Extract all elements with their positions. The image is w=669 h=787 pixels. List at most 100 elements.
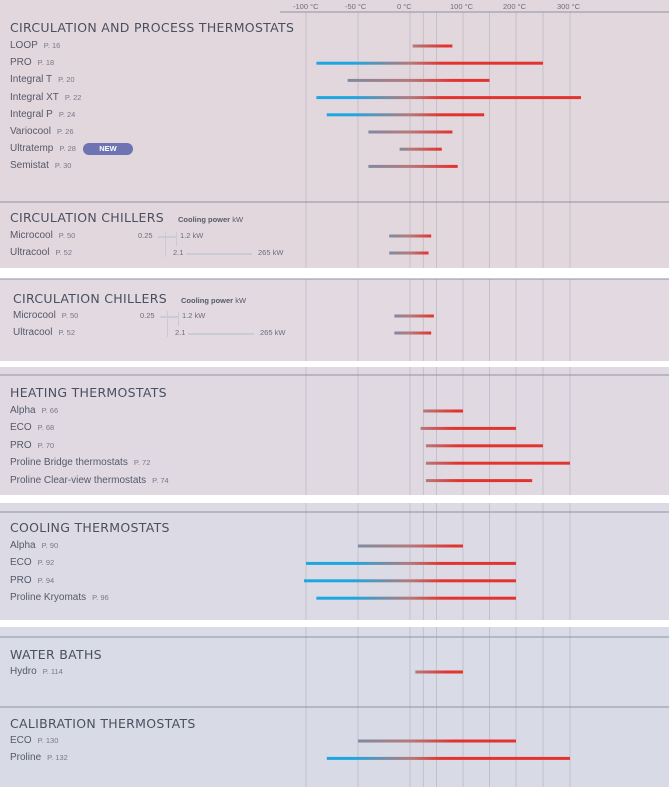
page-reference: P. 94 — [37, 575, 55, 585]
page-reference: P. 50 — [58, 231, 76, 240]
power-min-label: 2.1 — [173, 248, 184, 257]
section-title: WATER BATHS — [10, 647, 102, 662]
cooling-power-text: Cooling power — [178, 215, 231, 224]
power-min-label: 0.25 — [138, 231, 153, 240]
panel-background — [0, 279, 669, 361]
panel-gap — [0, 620, 669, 627]
product-name: Proline Bridge thermostats — [10, 457, 128, 469]
cooling-power-tick — [167, 311, 168, 337]
row-label: Proline Bridge thermostats P. 72 — [10, 457, 150, 468]
page-reference: P. 52 — [58, 328, 76, 337]
range-bar — [368, 130, 453, 134]
product-name: Ultracool — [13, 327, 53, 338]
row-label: Proline P. 132 — [10, 752, 68, 763]
page-reference: P. 96 — [92, 593, 109, 603]
product-name: Alpha — [10, 405, 36, 416]
cooling-power-bar — [188, 333, 254, 335]
page-reference: P. 72 — [133, 458, 151, 468]
panel-gap — [0, 495, 669, 503]
new-badge: NEW — [83, 143, 133, 156]
page-reference: P. 74 — [152, 475, 169, 485]
product-name: Integral T — [10, 74, 53, 86]
product-name: ECO — [10, 422, 32, 434]
page-reference: P. 90 — [41, 541, 59, 550]
row-label: Microcool P. 50 — [10, 230, 75, 241]
range-bar — [347, 78, 490, 82]
row-label: Ultracool P. 52 — [13, 327, 75, 338]
page-reference: P. 52 — [55, 248, 73, 257]
axis-tick-label: 100 °C — [450, 2, 474, 11]
page-reference: P. 24 — [58, 109, 76, 119]
panel-background — [0, 627, 669, 705]
power-max-label: 1.2 kW — [180, 231, 204, 240]
page-reference: P. 20 — [58, 75, 75, 85]
page-reference: P. 18 — [37, 58, 55, 68]
range-bar — [316, 96, 581, 100]
page-reference: P. 50 — [61, 311, 79, 320]
row-label: Semistat P. 30 — [10, 160, 71, 171]
axis-tick-label: 200 °C — [503, 2, 527, 11]
axis-tick-label: -100 °C — [293, 2, 319, 11]
range-bar — [394, 331, 432, 335]
page-reference: P. 66 — [41, 406, 59, 415]
product-name: Variocool — [10, 126, 51, 137]
product-name: Ultracool — [10, 247, 50, 258]
product-name: PRO — [10, 439, 32, 451]
product-name: PRO — [10, 57, 32, 69]
axis-tick-label: 0 °C — [397, 2, 412, 11]
cooling-power-tick — [178, 312, 179, 326]
row-label: Integral P P. 24 — [10, 109, 75, 120]
axis-tick-label: -50 °C — [345, 2, 367, 11]
page-reference: P. 16 — [43, 41, 61, 50]
range-bar — [326, 756, 570, 760]
range-bar — [394, 314, 434, 318]
row-label: ECO P. 92 — [10, 557, 54, 568]
range-bar — [425, 479, 533, 483]
range-bar — [420, 426, 516, 430]
product-name: Ultratemp — [10, 143, 54, 155]
range-bar — [389, 251, 429, 255]
product-name: Alpha — [10, 540, 36, 551]
range-bar — [415, 670, 463, 674]
product-name: LOOP — [10, 40, 38, 51]
section-title: HEATING THERMOSTATS — [10, 385, 167, 400]
page-reference: P. 70 — [37, 440, 55, 450]
row-label: ECO P. 130 — [10, 735, 58, 746]
power-max-label: 265 kW — [260, 328, 286, 337]
range-bar — [306, 561, 516, 565]
row-label: Variocool P. 26 — [10, 126, 74, 137]
section-title: CALIBRATION THERMOSTATS — [10, 716, 196, 731]
product-name: Integral P — [10, 108, 53, 120]
product-name: Proline Kryomats — [10, 592, 87, 604]
range-bar — [326, 113, 485, 117]
row-label: Integral T P. 20 — [10, 74, 75, 85]
row-label: Proline Kryomats P. 96 — [10, 592, 109, 603]
panel-background — [0, 705, 669, 787]
power-min-label: 2.1 — [175, 328, 186, 337]
range-bar — [368, 164, 458, 168]
row-label: Alpha P. 66 — [10, 405, 58, 416]
page-reference: P. 28 — [59, 144, 76, 154]
page-reference: P. 30 — [54, 161, 72, 171]
range-bar — [389, 234, 432, 238]
row-label: Proline Clear-view thermostats P. 74 — [10, 475, 169, 486]
cooling-power-unit: kW — [235, 296, 247, 305]
cooling-power-label: Cooling power kW — [181, 296, 246, 305]
page-reference: P. 130 — [37, 736, 59, 745]
row-label: ECO P. 68 — [10, 422, 54, 433]
product-name: PRO — [10, 574, 32, 586]
section-title: COOLING THERMOSTATS — [10, 520, 170, 535]
product-name: Semistat — [10, 160, 49, 172]
range-bar — [399, 147, 442, 151]
product-name: Integral XT — [10, 91, 59, 103]
cooling-power-tick — [165, 231, 166, 257]
product-name: ECO — [10, 735, 32, 746]
cooling-power-bar — [160, 316, 178, 318]
section-title: CIRCULATION CHILLERS — [13, 291, 167, 306]
power-min-label: 0.25 — [140, 311, 155, 320]
section-title: CIRCULATION CHILLERS — [10, 210, 164, 225]
product-name: Microcool — [10, 230, 53, 241]
cooling-power-label: Cooling power kW — [178, 215, 243, 224]
power-max-label: 265 kW — [258, 248, 284, 257]
